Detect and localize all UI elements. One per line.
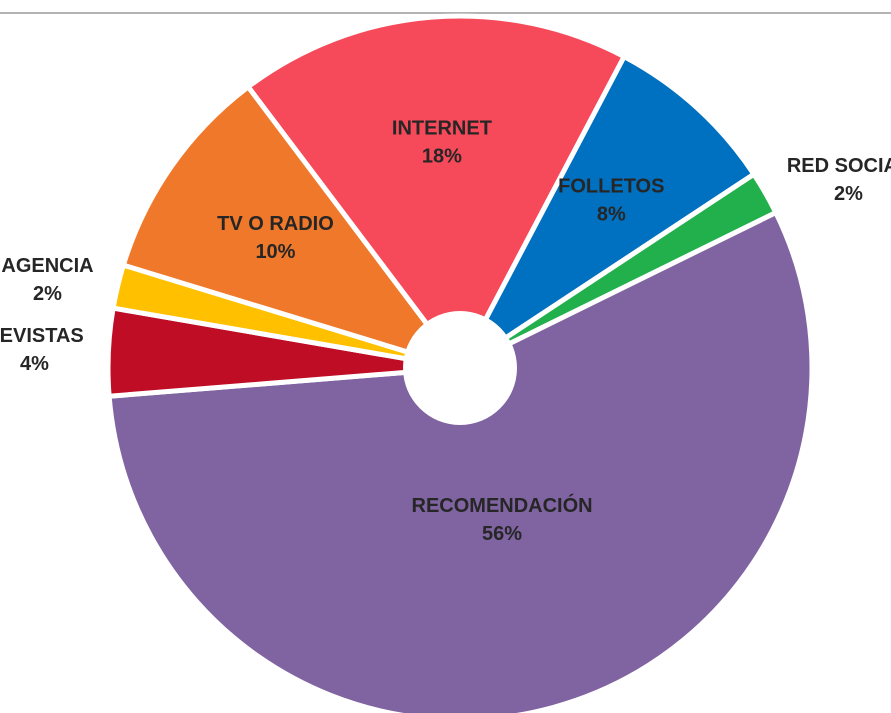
slice-label: TV O RADIO: [217, 213, 334, 235]
pie-slice: [245, 13, 627, 371]
slice-label: AGENCIA: [1, 255, 93, 277]
slice-value-label: 10%: [255, 241, 295, 263]
slices: [105, 13, 815, 713]
slice-label: RED SOCIAL: [787, 155, 891, 177]
slice-label: INTERNET: [392, 118, 492, 140]
pie-slice: [120, 84, 463, 371]
donut-hole: [403, 311, 517, 425]
pie-slice: [457, 54, 757, 371]
slice-label: RECOMENDACIÓN: [412, 493, 593, 517]
labels: INTERNET 18% FOLLETOS 8% RED SOCIAL 2% RECOMEN…: [0, 118, 891, 545]
pie-slice: [106, 210, 815, 713]
slice-value-label: 56%: [482, 523, 522, 545]
slice-value-label: 4%: [20, 353, 49, 375]
slice-value-label: 18%: [422, 146, 462, 168]
slice-value-label: 2%: [33, 283, 62, 305]
slice-value-label: 8%: [597, 203, 626, 225]
slice-label: FOLLETOS: [558, 175, 664, 197]
slice-value-label: 2%: [834, 183, 863, 205]
slice-label: REVISTAS: [0, 325, 84, 347]
